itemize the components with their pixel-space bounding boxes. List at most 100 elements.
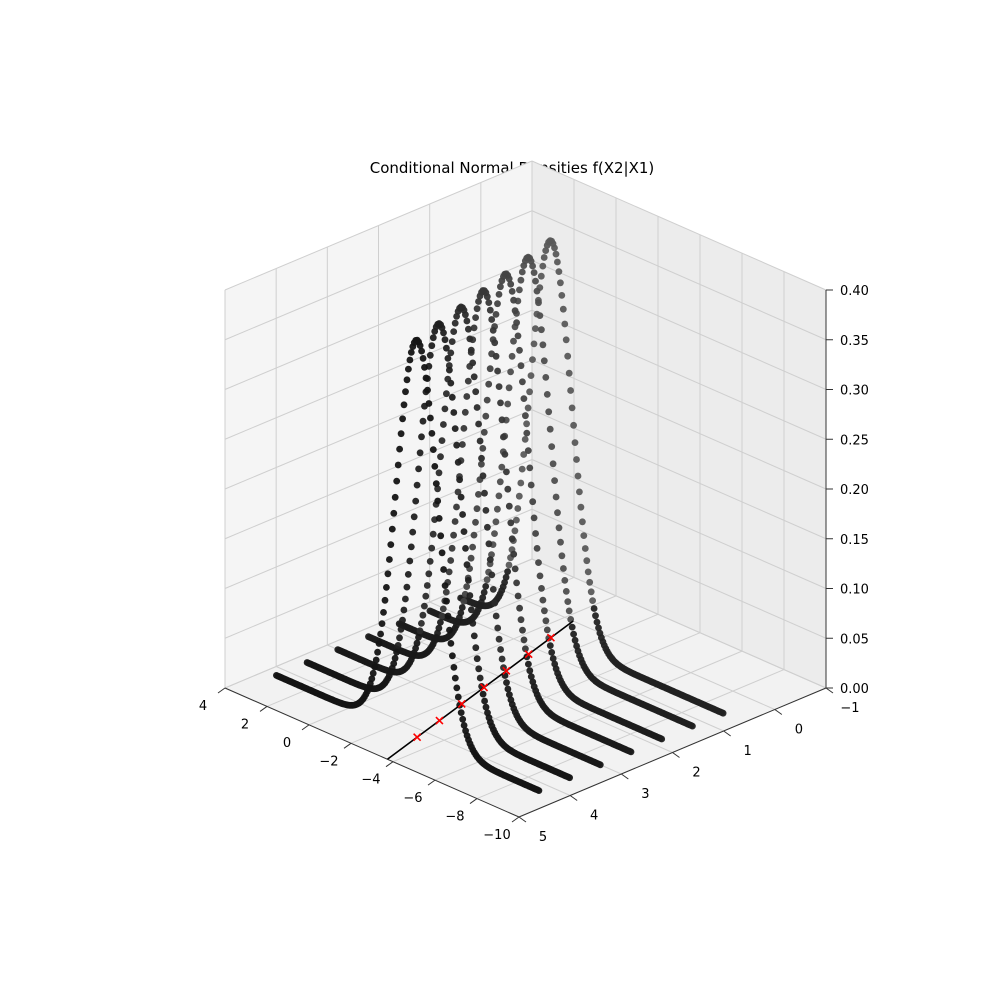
- density-point: [558, 552, 566, 560]
- y-tick-label: 5: [539, 830, 547, 845]
- density-point: [573, 642, 580, 650]
- density-point: [467, 346, 475, 354]
- density-point: [596, 629, 604, 637]
- density-point: [581, 545, 589, 552]
- density-point: [520, 451, 528, 458]
- x-tick-label: −4: [361, 773, 380, 788]
- density-point: [492, 518, 500, 526]
- density-point: [498, 416, 506, 424]
- density-point: [530, 514, 538, 522]
- density-point: [494, 505, 501, 513]
- grid-line: [224, 309, 533, 440]
- density-point: [446, 366, 453, 374]
- density-point: [488, 316, 496, 323]
- x-tick-mark: [217, 687, 226, 694]
- density-point: [552, 250, 560, 258]
- grid-line: [531, 309, 827, 440]
- grid-line: [531, 409, 827, 540]
- density-point: [568, 404, 576, 412]
- density-point: [481, 697, 488, 705]
- density-point: [391, 493, 399, 501]
- density-point: [557, 279, 564, 287]
- density-point: [510, 296, 517, 304]
- grid-line: [224, 558, 533, 689]
- density-point: [472, 314, 479, 321]
- density-point: [421, 602, 428, 610]
- density-point: [523, 429, 531, 437]
- density-point: [520, 395, 528, 402]
- grid-line: [224, 260, 533, 390]
- density-point: [518, 465, 526, 473]
- density-point: [443, 597, 450, 605]
- density-point: [538, 326, 545, 334]
- x-tick-label: 4: [199, 699, 207, 714]
- density-point: [587, 588, 595, 596]
- density-point: [437, 532, 445, 540]
- y-tick-mark: [825, 687, 834, 694]
- density-point: [386, 556, 393, 563]
- density-point: [469, 619, 477, 627]
- density-point: [434, 485, 441, 493]
- density-point: [475, 420, 482, 428]
- y-tick-mark: [621, 773, 629, 780]
- density-point: [403, 376, 411, 384]
- density-point: [539, 262, 547, 270]
- density-point: [453, 684, 461, 692]
- density-point: [483, 576, 491, 584]
- density-point: [394, 642, 402, 649]
- density-point: [560, 565, 567, 572]
- density-point: [459, 441, 466, 448]
- density-point: [543, 242, 551, 249]
- density-point: [454, 693, 462, 701]
- density-curve: [273, 336, 543, 794]
- density-point: [416, 449, 424, 457]
- density-point: [561, 577, 569, 584]
- density-point: [444, 612, 452, 620]
- density-point: [484, 709, 491, 717]
- density-point: [394, 461, 402, 469]
- density-point: [447, 640, 455, 647]
- density-point: [402, 388, 409, 396]
- density-point: [465, 325, 472, 333]
- x-tick-label: −10: [483, 828, 510, 843]
- density-point: [465, 577, 472, 584]
- density-point: [427, 414, 434, 422]
- density-point: [418, 433, 425, 441]
- density-point: [303, 659, 311, 666]
- x-tick-label: 2: [241, 717, 249, 732]
- density-point: [450, 409, 458, 416]
- grid-line: [531, 260, 827, 390]
- density-point: [505, 384, 513, 392]
- density-point: [458, 604, 466, 611]
- density-point: [492, 612, 500, 620]
- density-point: [521, 436, 529, 443]
- density-point: [529, 356, 536, 363]
- density-point: [543, 626, 551, 634]
- density-point: [419, 417, 427, 425]
- density-point: [456, 476, 463, 484]
- density-point: [463, 583, 471, 590]
- density-point: [413, 639, 421, 647]
- density-point: [565, 607, 573, 615]
- density-point: [484, 523, 491, 531]
- density-point: [470, 531, 478, 539]
- density-point: [378, 620, 386, 627]
- density-point: [522, 412, 529, 420]
- density-point: [439, 605, 447, 613]
- density-point: [424, 386, 431, 394]
- density-point: [409, 528, 417, 536]
- density-point: [371, 663, 379, 671]
- density-point: [443, 344, 450, 352]
- density-point: [390, 509, 398, 517]
- density-point: [539, 596, 547, 604]
- density-point: [526, 667, 534, 675]
- density-point: [561, 320, 569, 328]
- grid-line: [531, 160, 827, 291]
- density-point: [501, 451, 509, 458]
- density-point: [495, 635, 503, 643]
- density-point: [573, 456, 580, 463]
- density-point: [435, 469, 443, 477]
- mean-marker-stroke: [502, 666, 511, 675]
